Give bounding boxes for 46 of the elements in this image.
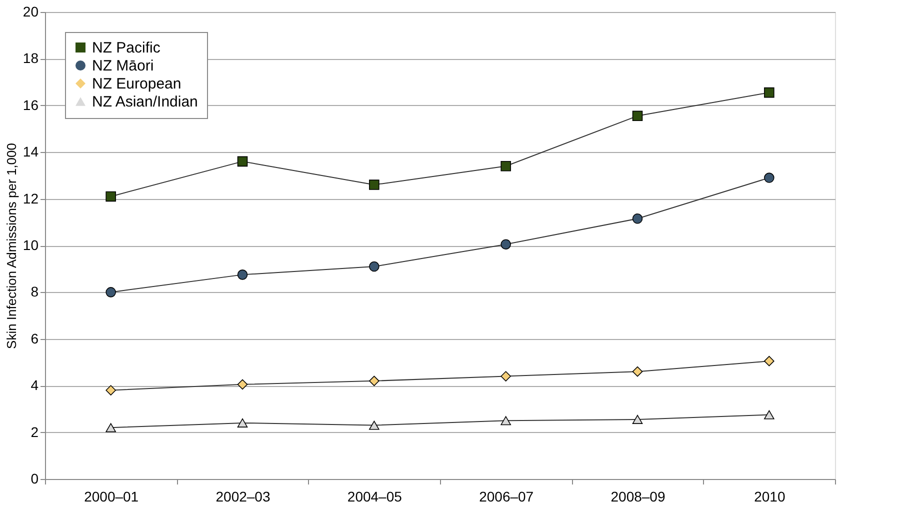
x-tick-label: 2000–01	[84, 488, 139, 504]
point	[237, 379, 248, 390]
point	[632, 414, 643, 424]
point	[764, 87, 774, 98]
legend-label: NZ Asian/Indian	[92, 94, 198, 110]
x-tick-label: 2006–07	[479, 488, 534, 504]
point	[500, 371, 511, 382]
y-tick-label: 4	[30, 377, 39, 394]
x-tick-label: 2010	[754, 488, 786, 504]
y-tick-label: 8	[30, 284, 39, 300]
point	[106, 385, 116, 396]
point	[237, 270, 248, 280]
y-tick-label: 14	[22, 144, 39, 160]
y-tick-label: 0	[30, 470, 39, 486]
point	[369, 261, 380, 272]
x-tick-label: 2008–09	[610, 488, 666, 504]
point	[500, 160, 511, 172]
y-tick-label: 18	[22, 50, 39, 66]
x-tick-label: 2002–03	[216, 488, 270, 504]
legend-label: NZ European	[92, 76, 182, 92]
point	[500, 239, 511, 250]
point	[106, 191, 116, 202]
point	[632, 110, 643, 122]
y-tick-label: 20	[22, 4, 39, 20]
y-tick-label: 12	[22, 190, 39, 206]
point	[764, 172, 774, 183]
point	[764, 356, 774, 366]
legend-label: NZ Māori	[92, 58, 154, 74]
point	[632, 366, 643, 377]
point	[632, 214, 643, 224]
y-tick-label: 16	[22, 96, 39, 113]
point	[369, 376, 380, 386]
y-tick-label: 2	[30, 424, 39, 440]
y-tick-label: 10	[22, 237, 39, 253]
y-axis-title: Skin Infection Admissions per 1,000	[4, 143, 19, 349]
point	[369, 180, 380, 190]
point	[764, 410, 774, 420]
legend-label: NZ Pacific	[92, 40, 161, 56]
point	[237, 418, 248, 428]
y-tick-label: 6	[30, 330, 39, 346]
point	[106, 423, 116, 432]
point	[237, 156, 248, 167]
point	[500, 416, 511, 426]
point	[106, 287, 116, 298]
x-tick-label: 2004–05	[347, 488, 402, 504]
point	[369, 420, 380, 430]
